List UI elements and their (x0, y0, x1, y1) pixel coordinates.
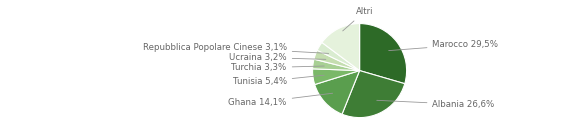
Wedge shape (342, 71, 405, 118)
Wedge shape (313, 69, 360, 85)
Wedge shape (314, 50, 360, 71)
Wedge shape (315, 71, 360, 114)
Text: Ghana 14,1%: Ghana 14,1% (229, 93, 333, 107)
Text: Repubblica Popolare Cinese 3,1%: Repubblica Popolare Cinese 3,1% (143, 43, 329, 53)
Text: Tunisia 5,4%: Tunisia 5,4% (233, 75, 324, 86)
Text: Albania 26,6%: Albania 26,6% (377, 100, 495, 109)
Wedge shape (322, 24, 360, 71)
Text: Marocco 29,5%: Marocco 29,5% (389, 40, 498, 51)
Text: Turchia 3,3%: Turchia 3,3% (231, 63, 324, 72)
Text: Ucraina 3,2%: Ucraina 3,2% (229, 53, 326, 62)
Wedge shape (360, 24, 407, 84)
Text: Altri: Altri (343, 7, 373, 31)
Wedge shape (313, 59, 360, 71)
Wedge shape (317, 42, 360, 71)
